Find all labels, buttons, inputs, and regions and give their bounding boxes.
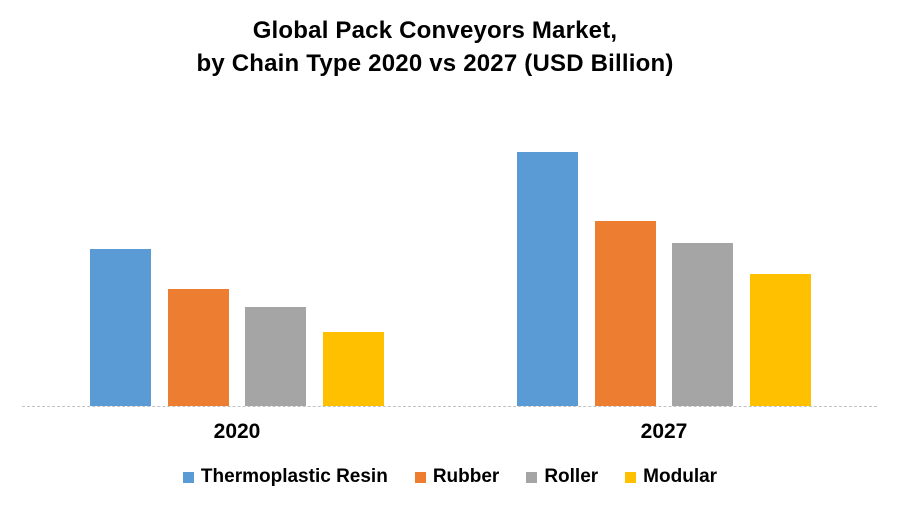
bar-2020-modular [322, 332, 384, 406]
legend-item-roller: Roller [526, 466, 598, 488]
chart-title-line2: by Chain Type 2020 vs 2027 (USD Billion) [196, 50, 674, 77]
legend-item-modular: Modular [625, 466, 717, 488]
bar-2020-thermoplastic-resin [90, 249, 151, 406]
legend-swatch-icon [414, 471, 426, 483]
legend-label: Modular [643, 466, 718, 487]
legend-item-rubber: Rubber [414, 466, 500, 488]
legend-swatch-icon [526, 471, 538, 483]
legend-swatch-icon [182, 471, 194, 483]
bar-2020-roller [245, 307, 306, 406]
legend-item-thermoplastic-resin: Thermoplastic Resin [182, 466, 388, 488]
legend-swatch-icon [625, 471, 637, 483]
bar-2027-modular [749, 274, 811, 406]
bar-2020-rubber [167, 289, 229, 406]
bar-2027-roller [672, 243, 733, 406]
legend: Thermoplastic Resin Rubber Roller Modular [0, 466, 900, 488]
legend-label: Rubber [432, 466, 500, 487]
x-axis-line [22, 406, 877, 407]
chart-title: Global Pack Conveyors Market, by Chain T… [0, 14, 870, 80]
x-axis-label-2020: 2020 [213, 420, 261, 443]
chart-title-line1: Global Pack Conveyors Market, [252, 17, 618, 44]
bar-2027-thermoplastic-resin [517, 152, 578, 406]
legend-label: Roller [544, 466, 599, 487]
legend-label: Thermoplastic Resin [200, 466, 388, 487]
x-axis-label-2027: 2027 [640, 420, 688, 443]
bar-2027-rubber [594, 221, 656, 406]
